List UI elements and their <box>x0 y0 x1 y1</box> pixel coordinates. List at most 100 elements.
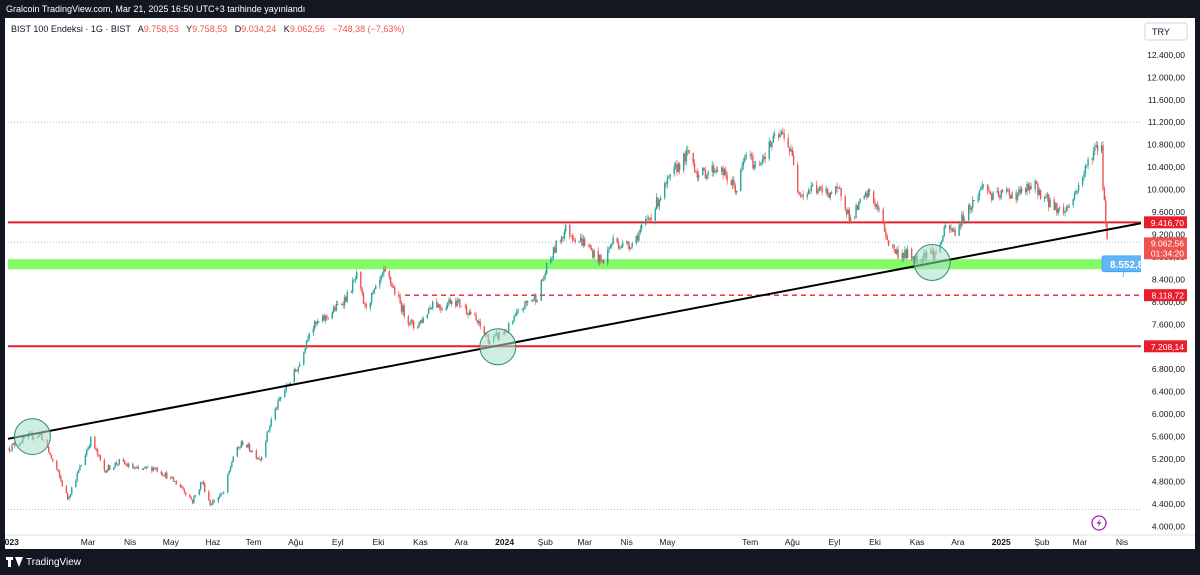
candle <box>429 304 431 311</box>
candle-body <box>99 455 101 460</box>
candle <box>113 466 115 471</box>
candle-body <box>360 271 362 288</box>
candle <box>1053 196 1055 211</box>
high-value: 9.758,53 <box>192 24 227 34</box>
x-tick-label: Mar <box>577 537 592 547</box>
candle-body <box>954 229 956 236</box>
candle-body <box>313 321 316 329</box>
candle-body <box>77 470 80 474</box>
candle <box>894 249 897 255</box>
candle-body <box>304 348 306 353</box>
candle <box>716 166 719 172</box>
candle <box>122 457 125 463</box>
candle <box>1016 192 1019 202</box>
candle-body <box>411 320 414 322</box>
candle-body <box>702 167 704 176</box>
candle-body <box>790 149 792 152</box>
candle <box>972 195 974 212</box>
candle <box>326 314 328 321</box>
candle <box>1105 196 1107 228</box>
candle <box>1048 194 1050 212</box>
tradingview-brand[interactable]: TradingView <box>6 556 81 568</box>
candle <box>649 217 651 221</box>
candle-body <box>118 459 120 464</box>
candle <box>1103 186 1106 201</box>
candle <box>742 157 745 170</box>
candle-body <box>267 430 270 432</box>
highlight-circle[interactable] <box>13 418 51 456</box>
high-label: Y <box>186 24 192 34</box>
candle <box>674 161 677 170</box>
candle-body <box>126 464 129 467</box>
candle <box>608 245 610 254</box>
candle-body <box>754 164 757 166</box>
candle-body <box>1100 145 1103 152</box>
lightning-icon[interactable] <box>1091 515 1107 531</box>
y-tick-label: 8.000,00 <box>1152 297 1185 307</box>
candle <box>50 454 53 460</box>
candle <box>164 472 167 479</box>
highlight-circle[interactable] <box>913 244 951 282</box>
candle-body <box>190 497 192 500</box>
level-price-label: 8.118,72 <box>1152 291 1185 301</box>
candle <box>817 188 819 196</box>
candle <box>657 196 659 209</box>
candle-body <box>609 246 612 248</box>
candle <box>540 278 542 301</box>
trend-line[interactable] <box>7 222 1142 440</box>
candle <box>963 216 966 225</box>
candle-body <box>597 250 599 263</box>
highlight-circle[interactable] <box>479 328 517 366</box>
y-tick-label: 12.400,00 <box>1147 50 1185 60</box>
candle-body <box>598 254 601 263</box>
candle <box>959 221 962 230</box>
candle <box>417 325 419 330</box>
candle <box>299 361 301 367</box>
candle-body <box>323 315 325 321</box>
candle <box>730 178 732 186</box>
candle <box>171 475 173 479</box>
candle-body <box>905 249 907 259</box>
candle <box>887 239 890 247</box>
candle <box>602 258 605 265</box>
candle <box>1102 141 1104 191</box>
candle <box>1096 141 1099 156</box>
candle-body <box>512 321 514 324</box>
candle-body <box>991 194 993 200</box>
candle <box>639 225 642 235</box>
candle-body <box>891 245 894 246</box>
candle-body <box>855 205 857 219</box>
candle <box>246 444 248 449</box>
candle <box>683 153 685 174</box>
candle-body <box>237 447 240 449</box>
candle <box>56 459 58 471</box>
chart-panel[interactable]: 8.552,8 4.000,00 4.400,00 4.800,00 5.200,00… <box>0 18 1195 549</box>
candle <box>10 450 12 451</box>
currency-box[interactable]: TRY <box>1144 22 1188 41</box>
candle <box>526 300 529 307</box>
candle-body <box>769 141 772 148</box>
candle <box>905 247 907 260</box>
candle-body <box>601 260 604 262</box>
candle-body <box>712 165 715 173</box>
candle-body <box>141 469 144 470</box>
candle-body <box>863 196 865 199</box>
candle-body <box>147 467 149 469</box>
candle-body <box>779 134 781 137</box>
price-chart[interactable]: 8.552,8 4.000,00 4.400,00 4.800,00 5.200,00… <box>0 18 1195 549</box>
x-tick-label: 2023 <box>5 537 19 547</box>
candle-body <box>441 309 443 311</box>
candle <box>266 431 268 443</box>
candle-body <box>902 253 905 259</box>
candle <box>696 168 698 181</box>
candle <box>209 499 211 507</box>
candle-body <box>531 300 533 302</box>
candle-body <box>536 300 538 302</box>
candle-body <box>69 494 72 497</box>
candle <box>820 185 822 192</box>
candle-body <box>327 317 329 319</box>
candle <box>970 206 973 214</box>
candle-body <box>859 198 861 202</box>
candle <box>259 458 262 462</box>
candle <box>1075 188 1077 195</box>
